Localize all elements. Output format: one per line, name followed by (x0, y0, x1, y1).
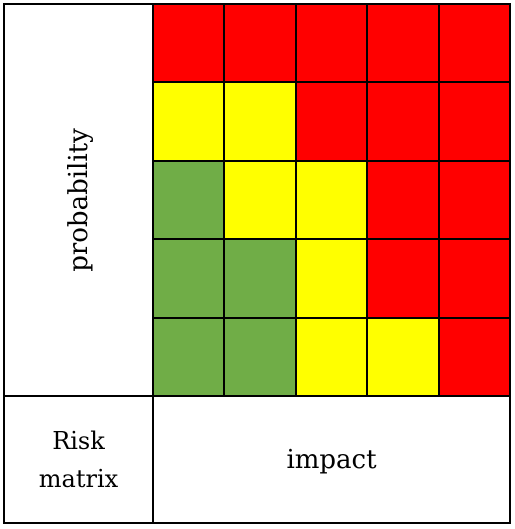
risk-cell-r4-c1 (154, 240, 224, 317)
risk-cell-r1-c2 (225, 5, 295, 82)
risk-cell-r2-c2 (225, 83, 295, 160)
probability-label-cell: probability (5, 5, 152, 395)
horizontal-divider (5, 395, 509, 397)
risk-cell-r1-c1 (154, 5, 224, 82)
corner-label-line2: matrix (38, 464, 119, 493)
risk-cell-r4-c2 (225, 240, 295, 317)
impact-label: impact (286, 444, 377, 475)
risk-cell-r2-c4 (368, 83, 438, 160)
risk-cell-r5-c3 (296, 318, 367, 395)
corner-cell: Risk matrix (5, 397, 152, 522)
corner-label-line1: Risk (52, 426, 105, 455)
risk-matrix-table: probability Risk matrix impact (3, 3, 511, 524)
risk-cell-r4-c3 (296, 240, 367, 317)
risk-cell-r5-c1 (154, 318, 224, 395)
risk-cell-r3-c3 (296, 161, 367, 239)
risk-cell-r4-c5 (439, 240, 509, 317)
vertical-divider (152, 5, 154, 522)
risk-cell-r1-c3 (296, 5, 367, 82)
risk-cell-r2-c5 (439, 83, 509, 160)
risk-cell-r5-c5 (439, 318, 509, 395)
risk-cell-r1-c5 (439, 5, 509, 82)
risk-cell-r5-c2 (225, 318, 295, 395)
risk-cell-r3-c1 (154, 161, 224, 239)
risk-cell-r1-c4 (368, 5, 438, 82)
probability-label: probability (63, 128, 94, 272)
risk-cell-r2-c1 (154, 83, 224, 160)
risk-cell-r4-c4 (368, 240, 438, 317)
risk-cell-r3-c5 (439, 161, 509, 239)
risk-cell-r5-c4 (368, 318, 438, 395)
risk-cell-r3-c2 (225, 161, 295, 239)
risk-cell-r2-c3 (296, 83, 367, 160)
impact-label-cell: impact (154, 397, 509, 522)
risk-cell-r3-c4 (368, 161, 438, 239)
risk-grid (154, 5, 509, 395)
